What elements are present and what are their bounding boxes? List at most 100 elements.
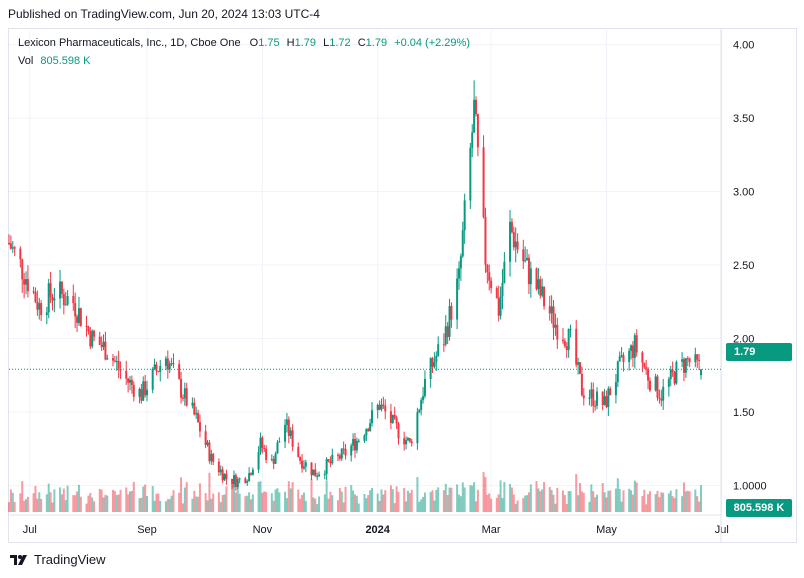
candle-body	[554, 324, 557, 328]
candle-body	[556, 324, 559, 340]
volume-bar	[350, 485, 353, 512]
volume-bar	[310, 478, 313, 512]
candle-body	[696, 354, 699, 360]
volume-bar	[287, 481, 290, 512]
volume-bar	[36, 498, 39, 512]
x-tick-label: Sep	[137, 524, 157, 536]
volume-bar	[395, 486, 398, 512]
volume-bar	[516, 500, 519, 512]
candle-body	[204, 431, 207, 445]
candle-body	[461, 230, 464, 257]
volume-bar	[318, 496, 321, 512]
candle-body	[537, 279, 540, 290]
candle-body	[140, 388, 143, 401]
volume-bar	[157, 493, 160, 512]
volume-bar	[246, 495, 249, 512]
volume-bar	[594, 497, 597, 512]
candle-body	[603, 396, 606, 405]
candle-body	[476, 114, 479, 148]
candle-body	[601, 391, 604, 405]
candle-body	[278, 441, 281, 443]
volume-bar	[276, 488, 279, 512]
volume-bar	[13, 501, 16, 512]
volume-bar	[524, 495, 527, 512]
volume-bar	[371, 488, 374, 512]
volume-bar	[272, 500, 275, 512]
candle-body	[287, 419, 290, 437]
candle-body	[183, 388, 186, 399]
volume-bar	[510, 487, 513, 512]
candle-body	[146, 389, 149, 396]
candle-body	[170, 363, 173, 365]
volume-bar	[459, 496, 462, 512]
volume-bar	[40, 498, 43, 512]
candle-body	[592, 389, 595, 406]
volume-bar	[575, 474, 578, 512]
volume-bar	[433, 500, 436, 512]
volume-bar	[501, 498, 504, 512]
candle-body	[153, 364, 156, 370]
volume-bar	[23, 500, 26, 512]
candle-body	[344, 449, 347, 456]
candle-body	[100, 344, 103, 348]
candle-body	[195, 412, 198, 415]
volume-bar	[223, 494, 226, 512]
candle-body	[115, 360, 118, 362]
volume-bar	[620, 501, 623, 512]
symbol-name[interactable]: Lexicon Pharmaceuticals, Inc., 1D, Cboe …	[18, 37, 241, 49]
candle-body	[457, 268, 460, 279]
candle-body	[482, 147, 485, 218]
candle-body	[675, 361, 678, 384]
volume-bar	[113, 490, 116, 512]
chart-frame[interactable]	[8, 28, 797, 543]
volume-bar	[327, 498, 330, 512]
candle-body	[371, 410, 374, 424]
volume-bar	[172, 490, 175, 512]
candle-body	[448, 306, 451, 337]
tradingview-branding[interactable]: TradingView	[10, 552, 106, 567]
volume-bar	[461, 482, 464, 512]
candle-body	[225, 473, 228, 479]
candle-body	[567, 328, 570, 350]
volume-bar	[132, 481, 135, 512]
volume-bar	[304, 500, 307, 512]
candle-body	[575, 328, 578, 365]
volume-bar	[660, 492, 663, 512]
candle-body	[418, 409, 421, 413]
candle-body	[232, 475, 235, 485]
volume-bar	[19, 493, 22, 512]
volume-bar	[47, 483, 50, 512]
volume-bar	[127, 494, 130, 512]
candle-body	[113, 360, 116, 362]
candle-body	[132, 385, 135, 397]
candle-body	[342, 448, 345, 450]
candle-body	[475, 99, 478, 115]
y-tick-label: 4.00	[733, 40, 754, 52]
volume-bar	[389, 485, 392, 512]
candle-body	[185, 388, 188, 406]
volume-bar	[450, 487, 453, 512]
volume-bar	[497, 494, 500, 512]
candle-body	[580, 373, 583, 396]
y-tick-label: 3.00	[733, 187, 754, 199]
candle-body	[365, 428, 368, 436]
y-tick-label: 3.50	[733, 113, 754, 125]
candle-body	[552, 306, 555, 328]
volume-bar	[675, 489, 678, 512]
volume-bar	[469, 485, 472, 512]
candle-body	[433, 362, 436, 367]
volume-bar	[539, 491, 542, 512]
candle-body	[543, 286, 546, 307]
candle-body	[8, 242, 10, 244]
volume-bar	[403, 487, 406, 512]
volume-bar	[684, 491, 687, 512]
candle-body	[323, 474, 326, 476]
volume-bar	[130, 490, 133, 512]
candle-body	[384, 405, 387, 412]
candle-body	[446, 326, 449, 337]
volume-bar	[550, 489, 553, 512]
volume-bar	[628, 488, 631, 512]
candle-body	[490, 280, 493, 289]
volume-bar	[231, 484, 234, 512]
